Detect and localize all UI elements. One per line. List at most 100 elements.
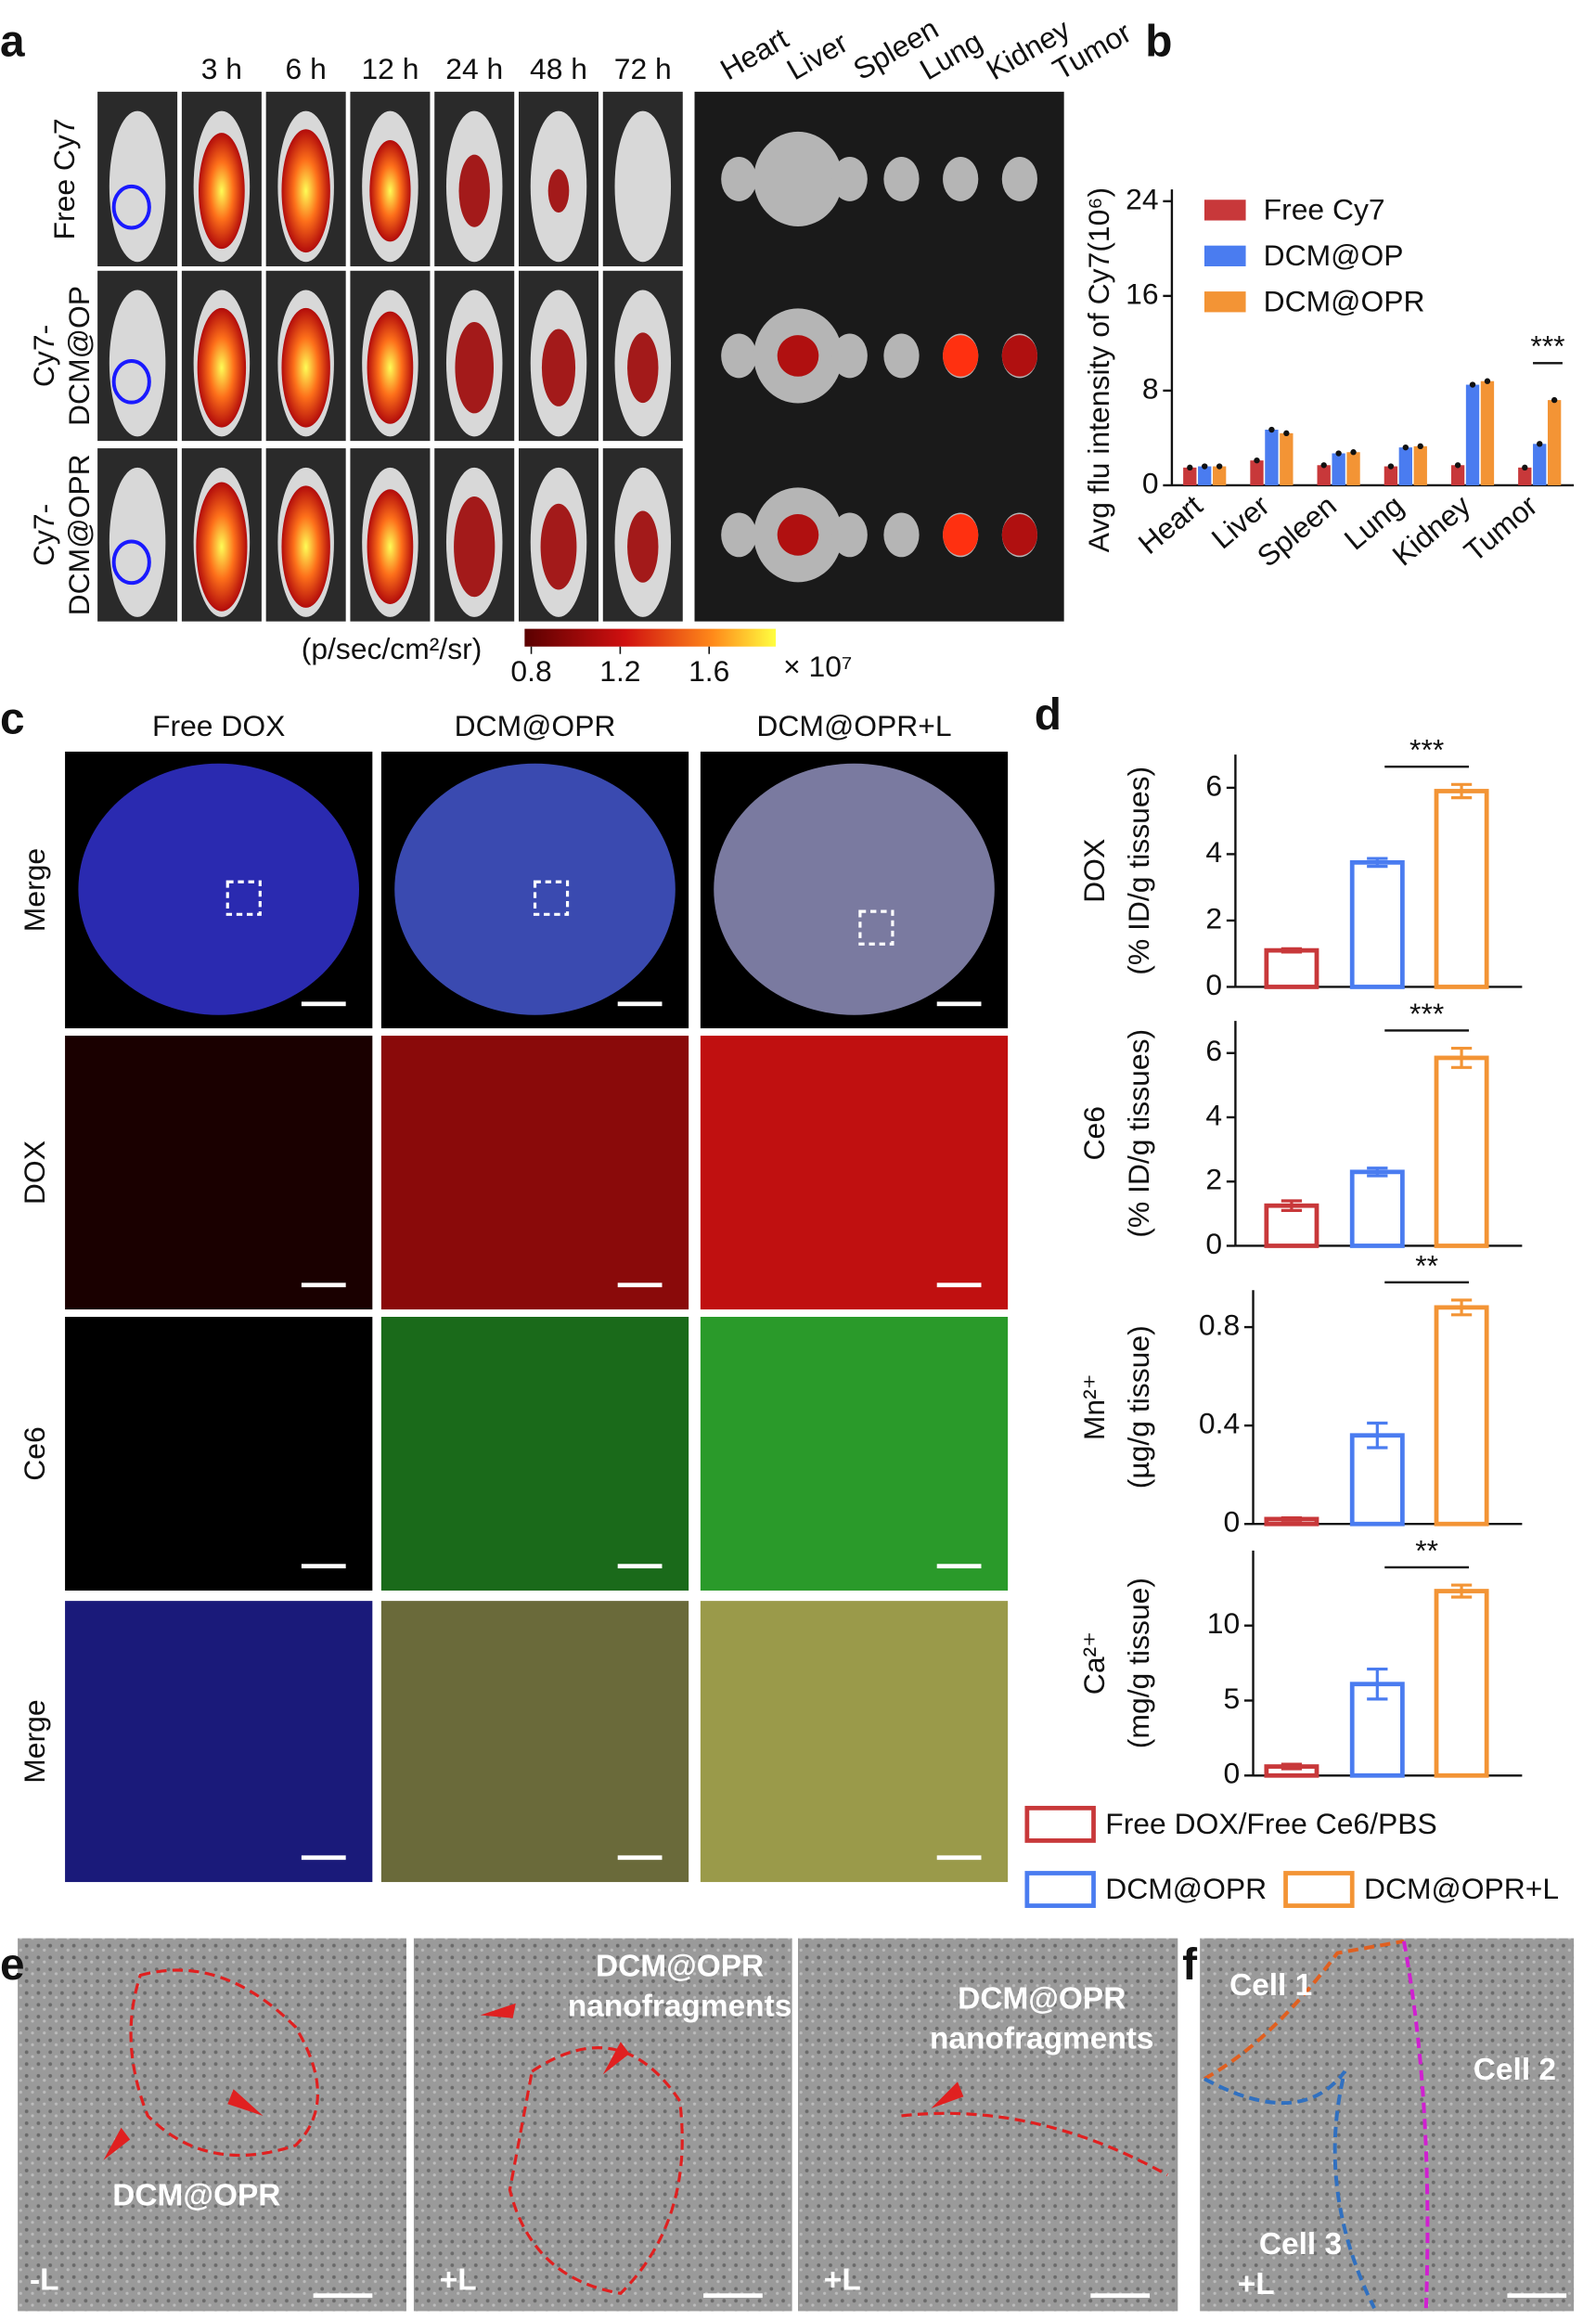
bar	[1547, 400, 1562, 485]
organ-signal	[777, 335, 819, 377]
outline	[1203, 1939, 1405, 2081]
bar	[1349, 1169, 1405, 1248]
row-label: Ce6	[18, 1426, 51, 1480]
bar	[1398, 447, 1412, 485]
scale-bar	[301, 1282, 346, 1288]
bar	[1349, 1433, 1405, 1527]
column-label: DCM@OPR	[455, 709, 616, 742]
row-label: DCM@OP	[62, 286, 96, 426]
arrow	[227, 2089, 264, 2116]
scale-bar	[617, 1282, 663, 1288]
organ	[883, 512, 920, 558]
organ	[753, 131, 843, 226]
scale-bar	[313, 2293, 373, 2299]
panel-label: f	[1182, 1940, 1198, 1990]
organ	[883, 333, 920, 379]
scale-bar	[1507, 2293, 1567, 2299]
bar	[1198, 466, 1212, 485]
micrograph	[65, 1317, 373, 1591]
mouse	[614, 110, 672, 263]
micrograph	[380, 1317, 689, 1591]
organ-label: Liver	[781, 25, 854, 86]
image-label: +L	[824, 2262, 861, 2297]
y-axis-label: (µg/g tissue)	[1122, 1325, 1155, 1489]
zoom-box	[533, 880, 570, 916]
colorbar-tick-label: 1.6	[689, 654, 729, 688]
error-bar	[1450, 1046, 1473, 1069]
image-label: +L	[1238, 2267, 1275, 2301]
image-label: Cell 2	[1474, 2053, 1556, 2087]
signal	[454, 496, 496, 598]
signal	[547, 169, 570, 213]
image-label: +L	[440, 2262, 477, 2297]
y-tick-label: 5	[1223, 1682, 1240, 1715]
colorbar	[524, 628, 777, 647]
x-tick-label: Tumor	[1458, 488, 1544, 568]
legend-label: DCM@OP	[1264, 238, 1404, 272]
organ-signal	[777, 514, 819, 556]
arrow	[602, 2042, 630, 2075]
organ	[721, 157, 757, 201]
tumor-section	[78, 763, 359, 1015]
scale-bar	[936, 1855, 982, 1861]
organ	[883, 157, 920, 201]
annotation: **	[1415, 1248, 1438, 1282]
colorbar-tick-label: 1.2	[599, 654, 640, 688]
y-tick-label: 6	[1205, 768, 1222, 802]
micrograph	[700, 1601, 1009, 1883]
legend-swatch	[1203, 200, 1246, 221]
scale-bar	[301, 1001, 346, 1007]
micrograph	[700, 1036, 1009, 1310]
organ-label: Heart	[714, 21, 794, 86]
tumor-circle	[111, 539, 151, 586]
point	[1402, 444, 1409, 451]
y-tick-label: 2	[1205, 901, 1222, 934]
legend-label: Free DOX/Free Ce6/PBS	[1105, 1807, 1436, 1840]
error-bar	[1281, 1762, 1303, 1771]
time-label: 3 h	[201, 52, 242, 85]
error-bar	[1281, 947, 1303, 954]
arrow	[931, 2082, 964, 2109]
micrograph	[380, 1601, 689, 1883]
organ	[831, 157, 868, 201]
bar	[1280, 432, 1294, 485]
legend-swatch	[1203, 291, 1246, 313]
image-label: DCM@OPR	[112, 2178, 280, 2212]
arrows	[103, 2003, 964, 2160]
organ	[1001, 157, 1037, 201]
y-tick-label: 24	[1126, 182, 1158, 215]
signal	[369, 139, 411, 242]
point	[1350, 449, 1357, 456]
legend-swatch	[1024, 1805, 1096, 1843]
organ-signal	[1001, 514, 1037, 556]
image-label: DCM@OPR	[958, 1981, 1126, 2016]
row-label: Merge	[18, 848, 51, 932]
micrograph	[65, 1601, 373, 1883]
bar	[1434, 1305, 1489, 1527]
panel-label: b	[1145, 17, 1172, 66]
signal	[197, 307, 247, 428]
annotation: **	[1415, 1533, 1438, 1566]
point	[1283, 430, 1290, 437]
y-tick-label: 0	[1205, 1227, 1222, 1260]
scale-bar	[617, 1001, 663, 1007]
error-bar	[1367, 1667, 1388, 1701]
signal	[199, 133, 245, 250]
bar	[1183, 467, 1197, 485]
outline	[1203, 2069, 1376, 2310]
y-axis-label: Ce6	[1077, 1106, 1111, 1160]
point	[1469, 381, 1476, 388]
error-bar	[1281, 1515, 1303, 1522]
point	[1537, 441, 1543, 447]
point	[1187, 464, 1193, 471]
bar	[1346, 452, 1360, 485]
organ-signal	[943, 514, 979, 556]
tem-image	[798, 1938, 1178, 2312]
error-bar	[1367, 1166, 1388, 1178]
row-label: Cy7-	[27, 325, 60, 387]
scale-bar	[703, 2293, 763, 2299]
scale-bar	[301, 1855, 346, 1861]
y-tick-label: 2	[1205, 1163, 1222, 1196]
y-tick-label: 8	[1142, 371, 1159, 405]
y-axis-label: (% ID/g tissues)	[1122, 1029, 1155, 1238]
